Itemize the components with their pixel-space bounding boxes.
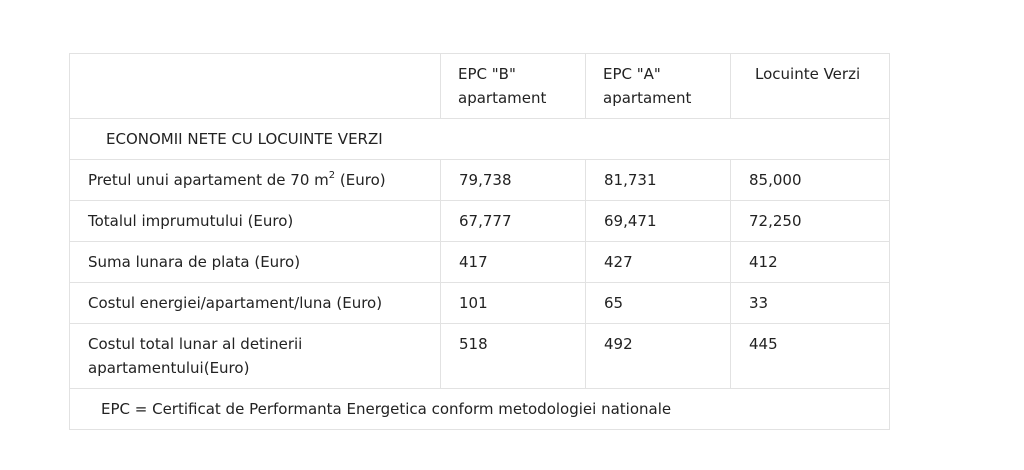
cell-epc-b: 417	[440, 241, 586, 283]
cell-epc-a: 69,471	[585, 200, 731, 242]
table-header-row: EPC "B" apartament EPC "A" apartament Lo…	[69, 53, 890, 119]
section-row: ECONOMII NETE CU LOCUINTE VERZI	[69, 118, 890, 160]
row-label-unit: (Euro)	[335, 171, 386, 189]
footnote: EPC = Certificat de Performanta Energeti…	[69, 388, 890, 430]
cell-locuinte-verzi: 33	[730, 282, 890, 324]
cell-epc-a: 427	[585, 241, 731, 283]
header-empty-cell	[69, 53, 441, 119]
row-label: Totalul imprumutului (Euro)	[69, 200, 441, 242]
cell-locuinte-verzi: 72,250	[730, 200, 890, 242]
cell-epc-a: 81,731	[585, 159, 731, 201]
table-row: Costul total lunar al detinerii apartame…	[69, 323, 890, 389]
footnote-row: EPC = Certificat de Performanta Energeti…	[69, 388, 890, 430]
row-label: Suma lunara de plata (Euro)	[69, 241, 441, 283]
cell-locuinte-verzi: 85,000	[730, 159, 890, 201]
energy-savings-table: EPC "B" apartament EPC "A" apartament Lo…	[69, 53, 890, 430]
section-title: ECONOMII NETE CU LOCUINTE VERZI	[69, 118, 890, 160]
cell-epc-b: 79,738	[440, 159, 586, 201]
cell-epc-b: 67,777	[440, 200, 586, 242]
cell-epc-a: 65	[585, 282, 731, 324]
cell-epc-b: 518	[440, 323, 586, 389]
table-row: Pretul unui apartament de 70 m2 (Euro) 7…	[69, 159, 890, 201]
row-label-superscript: 2	[328, 170, 336, 181]
cell-locuinte-verzi: 445	[730, 323, 890, 389]
table-row: Totalul imprumutului (Euro) 67,777 69,47…	[69, 200, 890, 242]
header-epc-b: EPC "B" apartament	[440, 53, 586, 119]
row-label: Costul total lunar al detinerii apartame…	[69, 323, 441, 389]
row-label: Costul energiei/apartament/luna (Euro)	[69, 282, 441, 324]
header-epc-a: EPC "A" apartament	[585, 53, 731, 119]
table-row: Suma lunara de plata (Euro) 417 427 412	[69, 241, 890, 283]
cell-epc-b: 101	[440, 282, 586, 324]
row-label-text: Pretul unui apartament de 70 m	[88, 171, 329, 189]
table-row: Costul energiei/apartament/luna (Euro) 1…	[69, 282, 890, 324]
cell-locuinte-verzi: 412	[730, 241, 890, 283]
header-locuinte-verzi: Locuinte Verzi	[730, 53, 890, 119]
cell-epc-a: 492	[585, 323, 731, 389]
row-label: Pretul unui apartament de 70 m2 (Euro)	[69, 159, 441, 201]
